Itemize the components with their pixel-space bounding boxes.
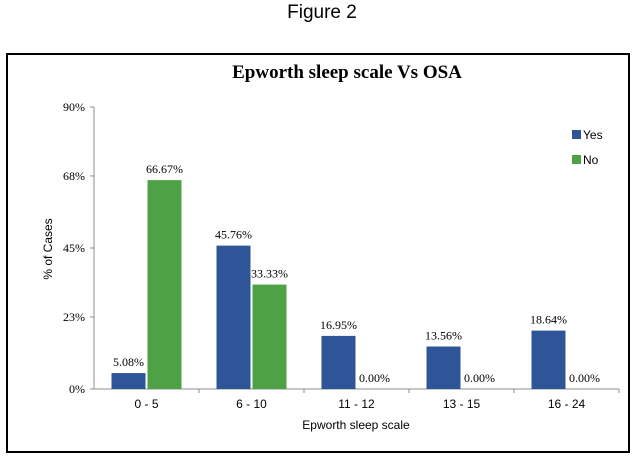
data-label: 66.67% — [146, 162, 183, 176]
legend-label: Yes — [583, 128, 603, 142]
bar-yes — [111, 373, 146, 389]
y-tick-label: 68% — [63, 169, 85, 183]
bar-yes — [531, 330, 566, 389]
bar-yes — [321, 335, 356, 389]
data-label: 0.00% — [464, 371, 495, 385]
y-axis-title: % of Cases — [41, 218, 55, 279]
legend-label: No — [583, 153, 599, 167]
legend-swatch-no — [572, 155, 581, 164]
y-tick-label: 90% — [63, 100, 85, 114]
bar-no — [252, 284, 287, 389]
x-tick-label: 13 - 15 — [443, 397, 481, 411]
data-label: 16.95% — [320, 318, 357, 332]
x-tick-label: 11 - 12 — [338, 397, 375, 411]
x-tick-label: 0 - 5 — [134, 397, 158, 411]
data-label: 33.33% — [251, 267, 288, 281]
data-label: 18.64% — [530, 313, 567, 327]
data-label: 13.56% — [425, 329, 462, 343]
chart-frame — [6, 53, 630, 453]
data-label: 0.00% — [359, 371, 390, 385]
data-label: 0.00% — [569, 371, 600, 385]
y-tick-label: 45% — [63, 241, 85, 255]
figure-label: Figure 2 — [287, 2, 357, 23]
y-tick-label: 0% — [69, 382, 85, 396]
x-tick-label: 16 - 24 — [548, 397, 586, 411]
bar-yes — [216, 245, 251, 389]
x-axis-title: Epworth sleep scale — [302, 418, 410, 432]
chart-title: Epworth sleep scale Vs OSA — [232, 62, 462, 83]
x-tick-label: 6 - 10 — [236, 397, 267, 411]
bar-yes — [426, 346, 461, 389]
bar-no — [147, 180, 182, 389]
data-label: 45.76% — [215, 228, 252, 242]
y-tick-label: 23% — [63, 310, 85, 324]
legend-swatch-yes — [572, 130, 581, 139]
data-label: 5.08% — [113, 355, 144, 369]
